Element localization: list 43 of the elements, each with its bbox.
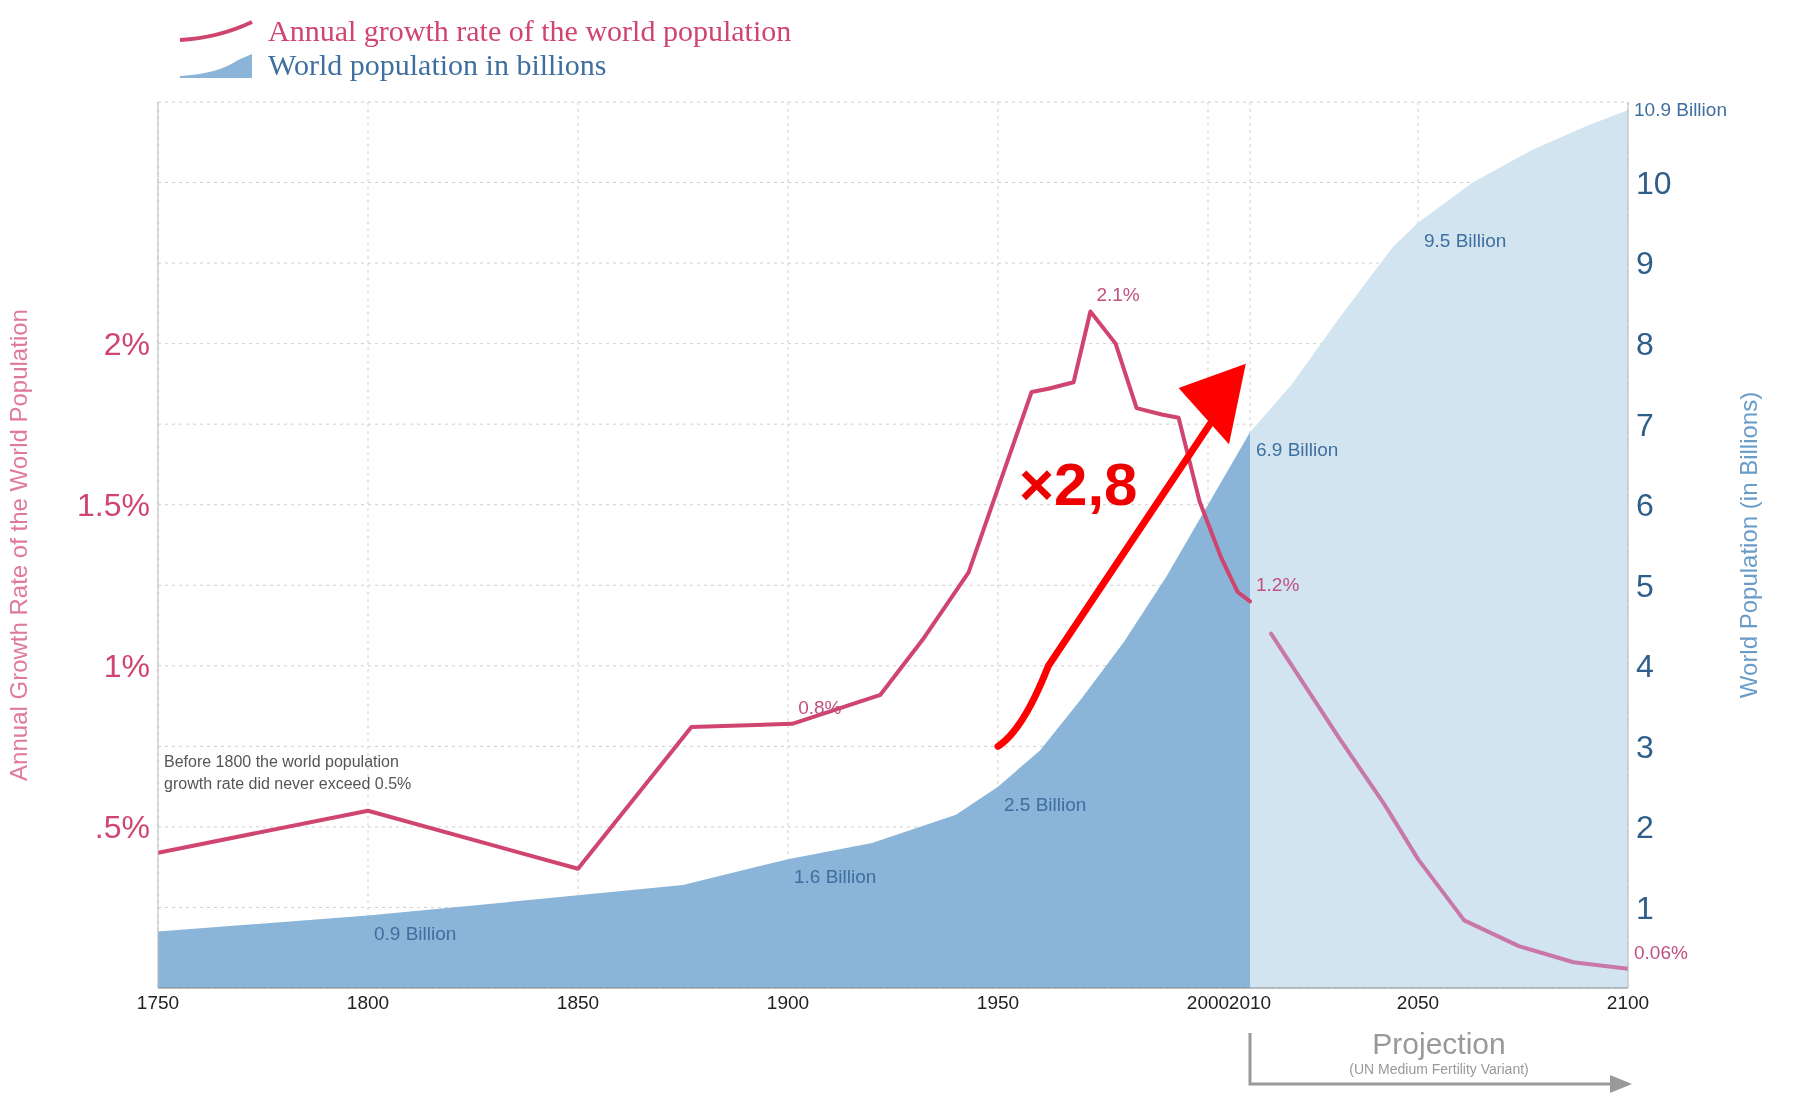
x-tick-label: 2100 — [1606, 992, 1650, 1014]
data-label: 10.9 Billion — [1634, 99, 1727, 121]
text: Projection — [1372, 1027, 1506, 1060]
data-label: 0.06% — [1634, 941, 1688, 963]
x-tick-label: 1850 — [556, 992, 600, 1014]
y2-tick-label: 4 — [1636, 648, 1654, 685]
y2-tick-label: 5 — [1636, 567, 1654, 604]
data-label: 1.6 Billion — [794, 866, 877, 888]
y2-tick-label: 2 — [1636, 809, 1654, 846]
y-tick-label: .5% — [94, 809, 150, 846]
y-tick-label: 1.5% — [77, 487, 150, 524]
y2-tick-label: 9 — [1636, 245, 1654, 282]
y-tick-label: 1% — [103, 648, 150, 685]
legend-label: World population in billions — [268, 48, 607, 82]
data-label: 9.5 Billion — [1424, 229, 1507, 251]
y2-tick-label: 7 — [1636, 406, 1654, 443]
x-tick-label: 2050 — [1396, 992, 1440, 1014]
x-tick-label: 1900 — [766, 992, 810, 1014]
x-tick-label: 1800 — [346, 992, 390, 1014]
y2-tick-label: 1 — [1636, 889, 1654, 926]
y2-tick-label: 3 — [1636, 728, 1654, 765]
legend-label: Annual growth rate of the world population — [268, 14, 792, 48]
data-label: 0.9 Billion — [374, 922, 457, 944]
y-tick-label: 2% — [103, 326, 150, 362]
x-tick-label: 2000 — [1186, 992, 1230, 1014]
data-label: 2.5 Billion — [1004, 793, 1087, 815]
data-label: 2.1% — [1096, 284, 1140, 306]
y2-tick-label: 8 — [1636, 326, 1654, 362]
x-tick-label: 1750 — [136, 992, 180, 1014]
annotation: ×2,8 — [1019, 450, 1138, 518]
data-label: 6.9 Billion — [1256, 439, 1339, 461]
line-series — [1269, 631, 1628, 971]
data-label: 1.2% — [1256, 574, 1300, 596]
y2-tick-label: 6 — [1636, 487, 1654, 524]
text: (UN Medium Fertility Variant) — [1349, 1061, 1529, 1077]
annotation: Before 1800 the world population growth rate did never exceed 0.5% — [164, 752, 412, 792]
y2-tick-label: 10 — [1636, 164, 1672, 201]
x-tick-label: 2010 — [1228, 992, 1272, 1014]
x-tick-label: 1950 — [976, 992, 1020, 1014]
data-label: 0.8% — [798, 696, 842, 718]
line-series — [158, 309, 1252, 871]
y-axis-title: Annual Growth Rate of the World Population — [4, 309, 32, 781]
y2-axis-title: World Population (in Billions) — [1734, 391, 1762, 699]
